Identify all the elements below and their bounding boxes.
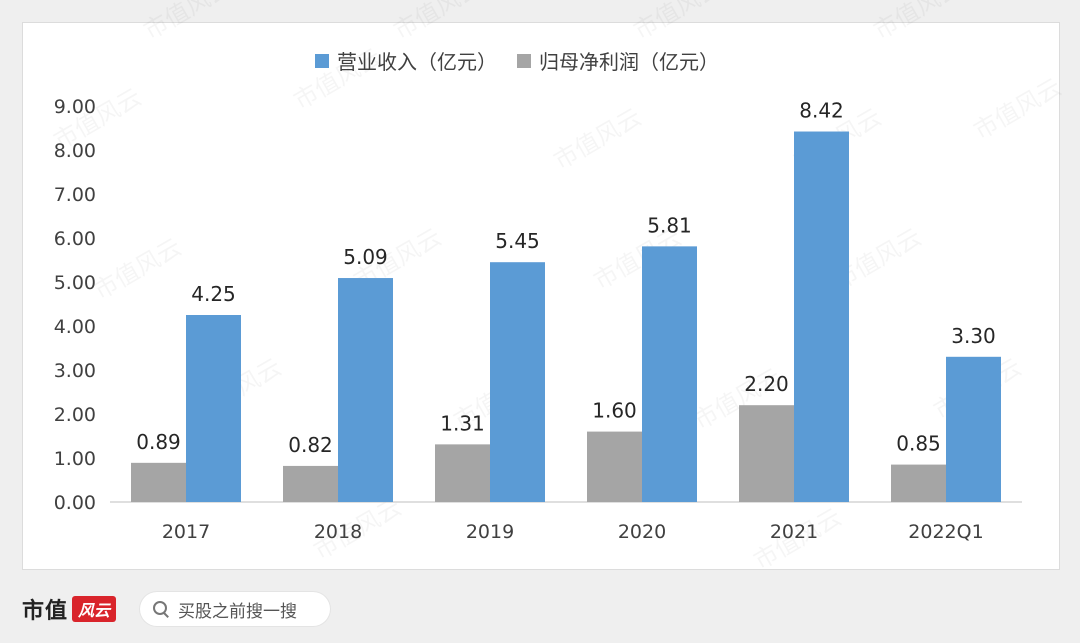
data-label: 8.42 xyxy=(799,99,844,123)
data-label: 3.30 xyxy=(951,324,996,348)
watermark-text: 市值风云 xyxy=(969,73,1066,145)
bar-net-profit xyxy=(131,462,186,502)
brand-logo: 市值 风云 xyxy=(22,594,117,624)
y-tick-label: 9.00 xyxy=(54,96,96,118)
y-tick-label: 0.00 xyxy=(54,492,96,514)
y-tick-label: 3.00 xyxy=(54,360,96,382)
watermark-text: 市值风云 xyxy=(869,0,966,45)
y-tick-label: 5.00 xyxy=(54,272,96,294)
data-label: 0.82 xyxy=(288,433,333,457)
bar-revenue xyxy=(946,356,1001,502)
y-tick-label: 4.00 xyxy=(54,316,96,338)
legend-swatch xyxy=(517,54,531,68)
legend-swatch xyxy=(315,54,329,68)
watermark-text: 市值风云 xyxy=(139,0,236,45)
data-label: 4.25 xyxy=(191,282,236,306)
watermark-text: 市值风云 xyxy=(629,0,726,45)
bar-net-profit xyxy=(739,405,794,502)
search-placeholder: 买股之前搜一搜 xyxy=(178,601,297,622)
x-tick-label: 2020 xyxy=(618,521,666,543)
data-label: 2.20 xyxy=(744,372,789,396)
bar-revenue xyxy=(794,131,849,502)
y-tick-label: 6.00 xyxy=(54,228,96,250)
bar-revenue xyxy=(642,246,697,502)
legend-label: 营业收入（亿元） xyxy=(337,50,497,74)
data-label: 1.60 xyxy=(592,399,637,423)
data-label: 1.31 xyxy=(440,411,485,435)
bar-revenue xyxy=(490,262,545,502)
data-label: 5.81 xyxy=(647,213,692,237)
data-label: 5.09 xyxy=(343,245,388,269)
watermark-text: 市值风云 xyxy=(549,103,646,175)
brand-mark: 风云 xyxy=(72,596,117,622)
y-tick-label: 2.00 xyxy=(54,404,96,426)
data-label: 0.89 xyxy=(136,430,181,454)
bar-net-profit xyxy=(283,465,338,502)
x-tick-label: 2019 xyxy=(466,521,514,543)
bar-net-profit xyxy=(587,431,642,502)
y-tick-label: 7.00 xyxy=(54,184,96,206)
brand-name: 市值 xyxy=(22,599,69,624)
legend-label: 归母净利润（亿元） xyxy=(539,50,719,74)
x-tick-label: 2018 xyxy=(314,521,362,543)
bar-revenue xyxy=(186,315,241,502)
data-label: 5.45 xyxy=(495,229,540,253)
data-label: 0.85 xyxy=(896,432,941,456)
x-tick-label: 2021 xyxy=(770,521,818,543)
footer: 市值 风云 买股之前搜一搜 xyxy=(0,578,1080,643)
search-icon xyxy=(152,600,170,618)
y-tick-label: 1.00 xyxy=(54,448,96,470)
bar-net-profit xyxy=(891,464,946,502)
x-tick-label: 2017 xyxy=(162,521,210,543)
x-tick-label: 2022Q1 xyxy=(908,521,983,543)
bar-net-profit xyxy=(435,444,490,502)
watermark-text: 市值风云 xyxy=(89,233,186,305)
y-tick-label: 8.00 xyxy=(54,140,96,162)
watermark-text: 市值风云 xyxy=(389,0,486,45)
bar-revenue xyxy=(338,278,393,502)
search-box[interactable]: 买股之前搜一搜 xyxy=(140,592,330,626)
